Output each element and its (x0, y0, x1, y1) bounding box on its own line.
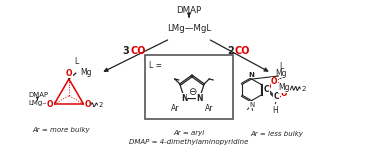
Text: Ar = aryl: Ar = aryl (174, 130, 204, 136)
Text: 3: 3 (124, 46, 133, 56)
Text: N: N (181, 94, 187, 103)
Text: O: O (271, 77, 277, 87)
Text: DMAP: DMAP (28, 92, 49, 98)
Text: Ar = more bulky: Ar = more bulky (32, 127, 90, 133)
Text: DMAP = 4-dimethylaminopyridine: DMAP = 4-dimethylaminopyridine (129, 139, 249, 145)
Text: 2: 2 (98, 102, 103, 108)
Text: CO: CO (130, 46, 146, 56)
Text: Ar: Ar (171, 104, 180, 113)
Text: L: L (75, 57, 79, 66)
Text: LMg—O: LMg—O (28, 100, 55, 106)
Text: N: N (249, 102, 254, 108)
Text: ⊖: ⊖ (188, 87, 196, 97)
Text: O: O (47, 100, 53, 108)
Text: O: O (66, 69, 72, 78)
Text: LMg—MgL: LMg—MgL (167, 24, 211, 33)
Text: O: O (281, 89, 288, 98)
Text: DMAP: DMAP (177, 6, 201, 15)
Text: N: N (196, 94, 203, 103)
Text: N: N (249, 72, 254, 78)
Text: O: O (85, 100, 91, 108)
Text: L: L (279, 62, 284, 71)
Text: Mg: Mg (80, 68, 91, 77)
Text: Mg: Mg (279, 83, 290, 92)
FancyBboxPatch shape (145, 55, 233, 119)
Text: C: C (274, 92, 279, 101)
Text: C: C (263, 85, 269, 94)
Text: Ar = less bulky: Ar = less bulky (250, 131, 303, 137)
Text: 2: 2 (228, 46, 238, 56)
Text: H: H (273, 106, 278, 114)
Text: L =: L = (149, 61, 162, 70)
Text: CO: CO (235, 46, 250, 56)
Text: 2: 2 (301, 86, 305, 92)
Text: Ar: Ar (204, 104, 213, 113)
Text: Mg: Mg (276, 69, 287, 78)
